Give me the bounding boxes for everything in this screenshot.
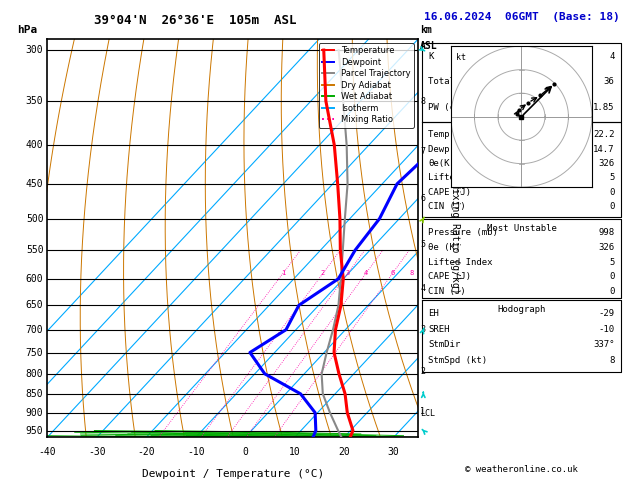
Text: kt: kt (455, 53, 465, 62)
Text: -20: -20 (137, 447, 155, 457)
Text: PW (cm): PW (cm) (428, 103, 466, 112)
Text: 750: 750 (26, 347, 43, 358)
Text: 39°04'N  26°36'E  105m  ASL: 39°04'N 26°36'E 105m ASL (94, 14, 297, 27)
Text: -29: -29 (598, 309, 615, 318)
Text: 4: 4 (420, 284, 425, 293)
Text: 350: 350 (26, 96, 43, 106)
Text: -30: -30 (88, 447, 106, 457)
Text: 0: 0 (610, 202, 615, 211)
Text: θe(K): θe(K) (428, 159, 455, 168)
Text: Mixing Ratio (g/kg): Mixing Ratio (g/kg) (450, 182, 460, 294)
Text: CAPE (J): CAPE (J) (428, 272, 471, 281)
Text: StmSpd (kt): StmSpd (kt) (428, 356, 487, 365)
Text: ASL: ASL (420, 41, 438, 51)
Text: EH: EH (428, 309, 439, 318)
Text: 1.85: 1.85 (593, 103, 615, 112)
Text: 6: 6 (390, 270, 394, 277)
Text: 4: 4 (610, 52, 615, 61)
Text: 500: 500 (26, 214, 43, 224)
Text: 30: 30 (387, 447, 399, 457)
Text: 0: 0 (242, 447, 248, 457)
Text: 2: 2 (420, 367, 425, 376)
Text: 0: 0 (610, 188, 615, 196)
Text: 998: 998 (598, 228, 615, 237)
Text: -10: -10 (187, 447, 204, 457)
Text: © weatheronline.co.uk: © weatheronline.co.uk (465, 465, 578, 474)
Text: 6: 6 (420, 194, 425, 203)
Text: 337°: 337° (593, 340, 615, 349)
Text: Pressure (mb): Pressure (mb) (428, 228, 498, 237)
Text: 450: 450 (26, 179, 43, 189)
Text: 400: 400 (26, 140, 43, 150)
Text: StmDir: StmDir (428, 340, 460, 349)
Text: 700: 700 (26, 325, 43, 335)
Text: 8: 8 (610, 356, 615, 365)
Text: 950: 950 (26, 426, 43, 435)
Text: 10: 10 (289, 447, 301, 457)
Text: Dewpoint / Temperature (°C): Dewpoint / Temperature (°C) (142, 469, 324, 479)
Text: km: km (420, 25, 432, 35)
Text: LCL: LCL (420, 409, 435, 418)
Legend: Temperature, Dewpoint, Parcel Trajectory, Dry Adiabat, Wet Adiabat, Isotherm, Mi: Temperature, Dewpoint, Parcel Trajectory… (319, 43, 414, 128)
Text: SREH: SREH (428, 325, 450, 334)
Text: 5: 5 (610, 258, 615, 266)
Text: 650: 650 (26, 300, 43, 310)
Text: Hodograph: Hodograph (498, 305, 545, 314)
Text: Temp (°C): Temp (°C) (428, 130, 477, 139)
Text: CIN (J): CIN (J) (428, 287, 466, 296)
Text: Totals Totals: Totals Totals (428, 77, 498, 86)
Text: 20: 20 (338, 447, 350, 457)
Text: 5: 5 (420, 240, 425, 248)
Text: 8: 8 (420, 97, 425, 106)
Text: Surface: Surface (503, 125, 540, 135)
Text: -40: -40 (38, 447, 56, 457)
Text: CAPE (J): CAPE (J) (428, 188, 471, 196)
Text: Most Unstable: Most Unstable (486, 224, 557, 233)
Text: 326: 326 (598, 243, 615, 252)
Text: 4: 4 (364, 270, 368, 277)
Text: 14.7: 14.7 (593, 145, 615, 154)
Text: 3: 3 (420, 325, 425, 334)
Text: 36: 36 (604, 77, 615, 86)
Text: 3: 3 (345, 270, 350, 277)
Text: 0: 0 (610, 272, 615, 281)
Text: 7: 7 (420, 147, 425, 156)
Text: θe (K): θe (K) (428, 243, 460, 252)
Text: 5: 5 (610, 173, 615, 182)
Text: 600: 600 (26, 274, 43, 284)
Text: 1: 1 (420, 407, 425, 417)
Text: 1: 1 (281, 270, 285, 277)
Text: 8: 8 (410, 270, 414, 277)
Text: 800: 800 (26, 369, 43, 379)
Text: 900: 900 (26, 408, 43, 417)
Text: Lifted Index: Lifted Index (428, 173, 493, 182)
Text: K: K (428, 52, 433, 61)
Text: CIN (J): CIN (J) (428, 202, 466, 211)
Text: 300: 300 (26, 45, 43, 55)
Text: Dewp (°C): Dewp (°C) (428, 145, 477, 154)
Text: -10: -10 (598, 325, 615, 334)
Text: 0: 0 (610, 287, 615, 296)
Text: 16.06.2024  06GMT  (Base: 18): 16.06.2024 06GMT (Base: 18) (423, 12, 620, 22)
Text: 850: 850 (26, 389, 43, 399)
Text: 22.2: 22.2 (593, 130, 615, 139)
Text: 550: 550 (26, 245, 43, 255)
Text: hPa: hPa (16, 25, 37, 35)
Text: 326: 326 (598, 159, 615, 168)
Text: Lifted Index: Lifted Index (428, 258, 493, 266)
Text: 2: 2 (321, 270, 325, 277)
